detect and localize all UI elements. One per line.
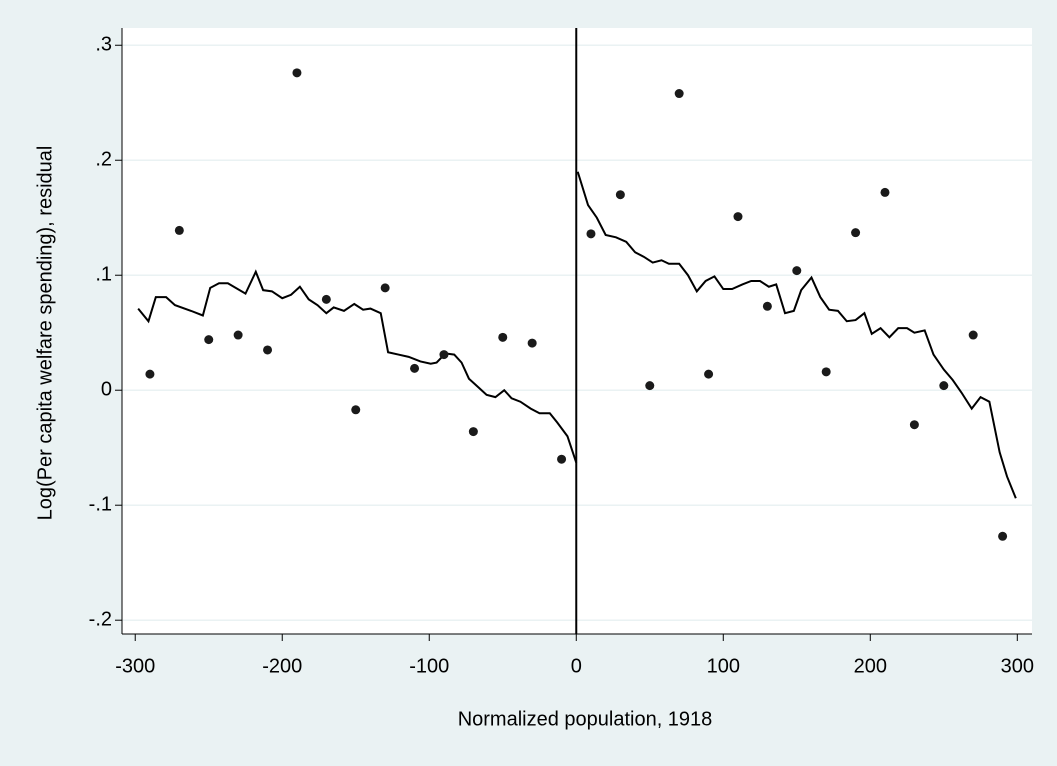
y-tick-label: .2 [95,149,112,171]
point [351,405,361,415]
point [733,212,743,222]
x-tick-label: 300 [1001,655,1034,677]
y-tick-label: 0 [101,379,112,401]
point [968,330,978,340]
y-tick-label: .1 [95,264,112,286]
point [557,454,567,464]
point [674,89,684,99]
smooth-line [137,269,578,463]
x-tick-label: -200 [262,655,302,677]
point [851,228,861,238]
point [998,531,1008,541]
point [792,266,802,276]
point [586,229,596,239]
point [263,345,273,355]
point [174,225,184,235]
point [380,283,390,293]
point [762,301,772,311]
y-axis-title: Log(Per capita welfare spending), residu… [34,146,56,521]
point [145,369,155,379]
point [527,338,537,348]
point [233,330,243,340]
point [880,187,890,197]
x-axis-title: Normalized population, 1918 [458,708,713,730]
x-tick-label: 0 [571,655,582,677]
x-tick-label: 100 [707,655,740,677]
y-tick-label: -.1 [89,493,112,515]
smooth-line [576,171,1017,499]
point [468,427,478,437]
point [498,332,508,342]
point [909,420,919,430]
x-tick-label: -100 [409,655,449,677]
point [410,363,420,373]
x-tick-label: -300 [115,655,155,677]
point [439,350,449,360]
y-tick-label: -.2 [89,608,112,630]
x-tick-label: 200 [854,655,887,677]
point [292,68,302,78]
point [615,190,625,200]
y-tick-label: .3 [95,34,112,56]
point [704,369,714,379]
point [821,367,831,377]
point [645,381,655,391]
point [321,294,331,304]
point [939,381,949,391]
point [204,335,214,345]
